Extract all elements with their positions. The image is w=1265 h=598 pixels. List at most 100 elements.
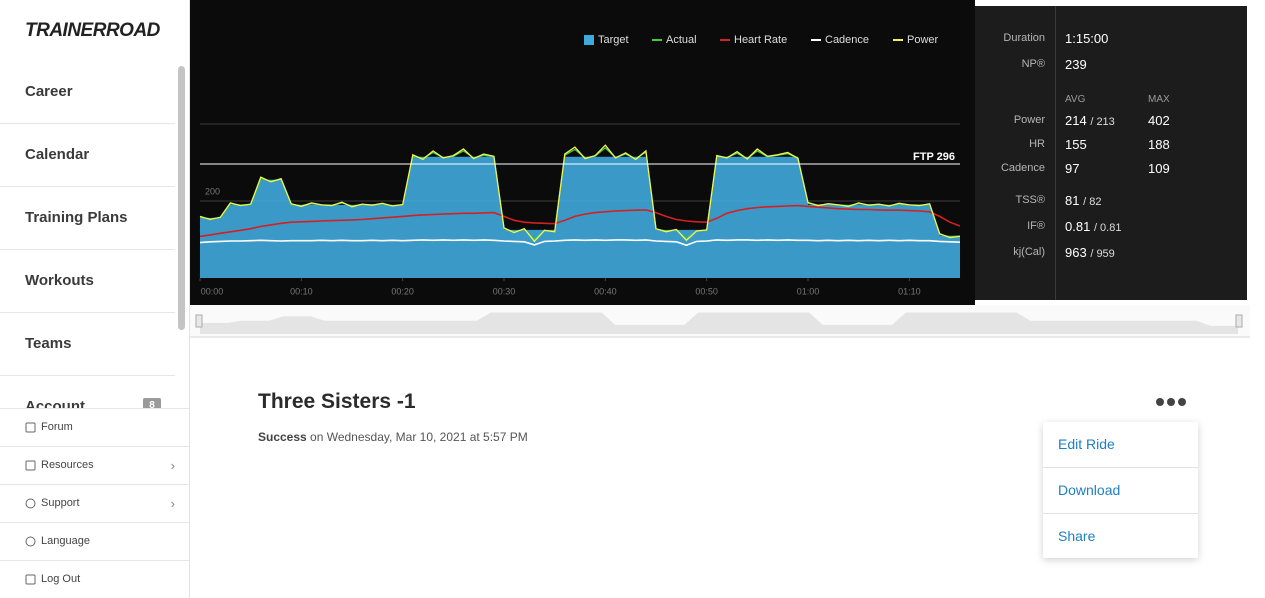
footer-link[interactable]: Forum <box>0 408 189 446</box>
scrollbar[interactable] <box>178 66 185 330</box>
legend-label: Target <box>598 34 629 46</box>
chevron: › <box>170 496 175 511</box>
stat-label: HR <box>1029 138 1045 150</box>
x-tick-label: 00:40 <box>594 286 617 296</box>
target: / 959 <box>1090 248 1115 260</box>
stat-label: Power <box>1013 114 1045 126</box>
icon-shape <box>25 422 36 433</box>
nav-list: Career Calendar Training Plans Workouts Team… <box>0 61 175 408</box>
dot <box>1167 398 1175 406</box>
link-icon <box>25 536 36 547</box>
stat-label: Duration <box>1003 32 1045 44</box>
legend-label: Cadence <box>825 34 869 46</box>
avg-target: / 213 <box>1090 116 1115 128</box>
stat-label: IF® <box>1027 220 1045 232</box>
ride-title: Three Sisters -1 <box>258 390 416 413</box>
stat-max: 188 <box>1148 137 1170 152</box>
ftp-label: FTP 296 <box>913 151 955 163</box>
stat-avg: 155 <box>1065 137 1087 152</box>
legend-label: Actual <box>666 34 697 46</box>
series-line <box>199 144 961 243</box>
x-tick-label: 01:10 <box>898 286 921 296</box>
badge: 8 <box>143 398 161 408</box>
target: / 82 <box>1083 196 1102 208</box>
menu-separator <box>1043 467 1198 468</box>
icon-shape <box>25 536 36 547</box>
menu-separator <box>1043 513 1198 514</box>
overview-strip <box>190 305 1250 338</box>
range-handle[interactable] <box>1235 314 1243 328</box>
more-button[interactable] <box>1155 396 1189 408</box>
icon-shape <box>25 574 36 585</box>
menu-item[interactable]: Share <box>1058 528 1096 544</box>
icon-shape <box>25 498 36 509</box>
stat-label: NP® <box>1021 58 1045 70</box>
nav-item[interactable]: Career <box>0 61 175 124</box>
x-tick-label: 00:10 <box>290 286 313 296</box>
target-area <box>200 156 960 278</box>
nav-item[interactable]: Calendar <box>0 124 175 187</box>
icon-shape <box>25 460 36 471</box>
stat-max: 402 <box>1148 113 1170 128</box>
divider <box>1055 6 1056 300</box>
column-header: MAX <box>1148 94 1170 105</box>
dot <box>1156 398 1164 406</box>
stats-panel: Duration 1:15:00 NP® 239 AVG MAX Power 21… <box>975 6 1247 300</box>
ride-subtitle: Success on Wednesday, Mar 10, 2021 at 5:… <box>258 430 528 444</box>
stat-value: 81 / 82 <box>1065 193 1101 208</box>
stat-max: 109 <box>1148 161 1170 176</box>
footer-link[interactable]: Resources › <box>0 446 189 484</box>
avg-value: 155 <box>1065 137 1087 152</box>
target: / 0.81 <box>1093 222 1122 234</box>
avg-value: 214 <box>1065 113 1087 128</box>
nav-item[interactable]: Training Plans <box>0 187 175 250</box>
y-tick-label: 200 <box>205 186 220 196</box>
link-icon <box>25 574 36 585</box>
legend-swatch <box>584 35 594 45</box>
logo[interactable]: TRAINERROAD <box>25 20 160 41</box>
dropdown-menu: Edit Ride Download Share <box>1043 422 1198 558</box>
legend-label: Heart Rate <box>734 34 787 46</box>
range-handle[interactable] <box>195 314 203 328</box>
stat-value: 1:15:00 <box>1065 31 1109 46</box>
series-line <box>199 239 961 247</box>
menu-item[interactable]: Edit Ride <box>1058 436 1115 452</box>
sidebar: TRAINERROAD Career Calendar Training Plans… <box>0 0 190 598</box>
stat-label: Cadence <box>1000 162 1045 174</box>
stat-label: kj(Cal) <box>1013 246 1045 258</box>
stat-avg: 97 <box>1065 161 1079 176</box>
value: 963 <box>1065 245 1087 260</box>
stat-label: TSS® <box>1015 194 1046 206</box>
nav-item[interactable]: Account 8 <box>0 376 175 408</box>
x-tick-label: 01:00 <box>797 286 820 296</box>
x-tick-label: 00:30 <box>493 286 516 296</box>
footer-link[interactable]: Log Out <box>0 560 189 598</box>
menu-item[interactable]: Download <box>1058 482 1121 498</box>
footer-link[interactable]: Support › <box>0 484 189 522</box>
link-label: Support <box>41 497 80 509</box>
link-icon <box>25 498 36 509</box>
x-tick-label: 00:50 <box>695 286 718 296</box>
value: 81 <box>1065 193 1080 208</box>
series-line <box>199 204 961 238</box>
stat-value: 239 <box>1065 57 1087 72</box>
chevron: › <box>170 458 175 473</box>
nav-item[interactable]: Workouts <box>0 250 175 313</box>
nav-item[interactable]: Teams <box>0 313 175 376</box>
stat-value: 0.81 / 0.81 <box>1065 219 1121 234</box>
legend-label: Power <box>907 34 939 46</box>
value: 0.81 <box>1065 219 1091 234</box>
ride-date: on Wednesday, Mar 10, 2021 at 5:57 PM <box>310 430 528 444</box>
footer-link[interactable]: Language <box>0 522 189 560</box>
workout-chart: 200 00:00 00:10 00:20 00:30 00:40 00:50 01:00 01… <box>190 0 975 305</box>
stat-value: 963 / 959 <box>1065 245 1115 260</box>
ride-status: Success <box>258 430 307 444</box>
link-label: Forum <box>41 421 73 433</box>
link-label: Language <box>41 535 90 547</box>
dot <box>1178 398 1186 406</box>
link-label: Resources <box>41 459 94 471</box>
column-header: AVG <box>1065 94 1086 105</box>
link-label: Log Out <box>41 573 81 585</box>
link-icon <box>25 460 36 471</box>
